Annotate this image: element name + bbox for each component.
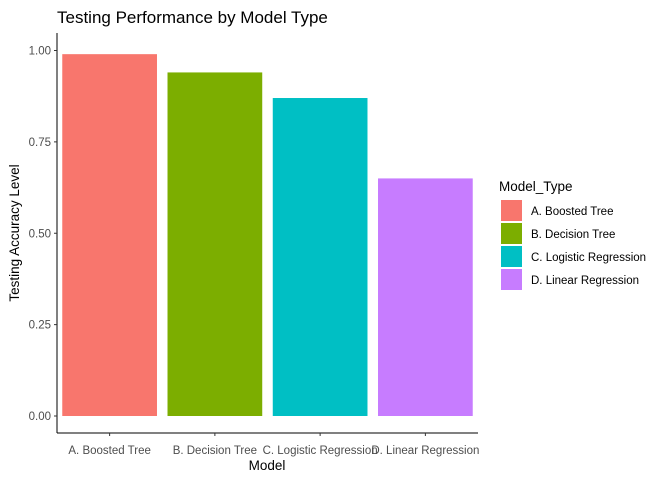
plot-area: [62, 54, 473, 417]
legend-label: C. Logistic Regression: [531, 252, 646, 264]
y-axis-title: Testing Accuracy Level: [7, 164, 22, 301]
y-tick-label: 0.75: [29, 137, 51, 149]
y-tick-label: 0.00: [29, 411, 51, 423]
y-axis: 0.00 0.25 0.50 0.75 1.00: [29, 33, 58, 433]
x-tick-label: C. Logistic Regression: [263, 445, 378, 457]
bar-b-decision-tree: [167, 72, 263, 417]
y-tick-label: 0.25: [29, 320, 51, 332]
x-tick-label: D. Linear Regression: [371, 445, 479, 457]
y-tick-label: 0.50: [29, 228, 51, 240]
bar-a-boosted-tree: [62, 54, 157, 416]
x-axis-title: Model: [249, 458, 286, 473]
x-tick-label: A. Boosted Tree: [68, 445, 150, 457]
legend-key-b-decision-tree: [501, 223, 522, 244]
legend-key-d-linear-regression: [501, 269, 522, 290]
y-tick-label: 1.00: [29, 46, 51, 58]
bar-c-logistic-regression: [272, 98, 368, 416]
legend-label: A. Boosted Tree: [531, 206, 613, 218]
legend-label: D. Linear Regression: [531, 275, 639, 287]
bar-d-linear-regression: [378, 178, 473, 416]
legend-key-a-boosted-tree: [501, 200, 522, 221]
legend-title: Model_Type: [499, 179, 573, 194]
legend-key-c-logistic-regression: [501, 246, 522, 267]
x-tick-label: B. Decision Tree: [173, 445, 257, 457]
chart-title: Testing Performance by Model Type: [57, 8, 328, 27]
legend-label: B. Decision Tree: [531, 229, 615, 241]
legend: Model_Type A. Boosted Tree B. Decision Tr…: [499, 179, 646, 290]
x-axis: A. Boosted Tree B. Decision Tree C. Logist…: [57, 432, 479, 457]
